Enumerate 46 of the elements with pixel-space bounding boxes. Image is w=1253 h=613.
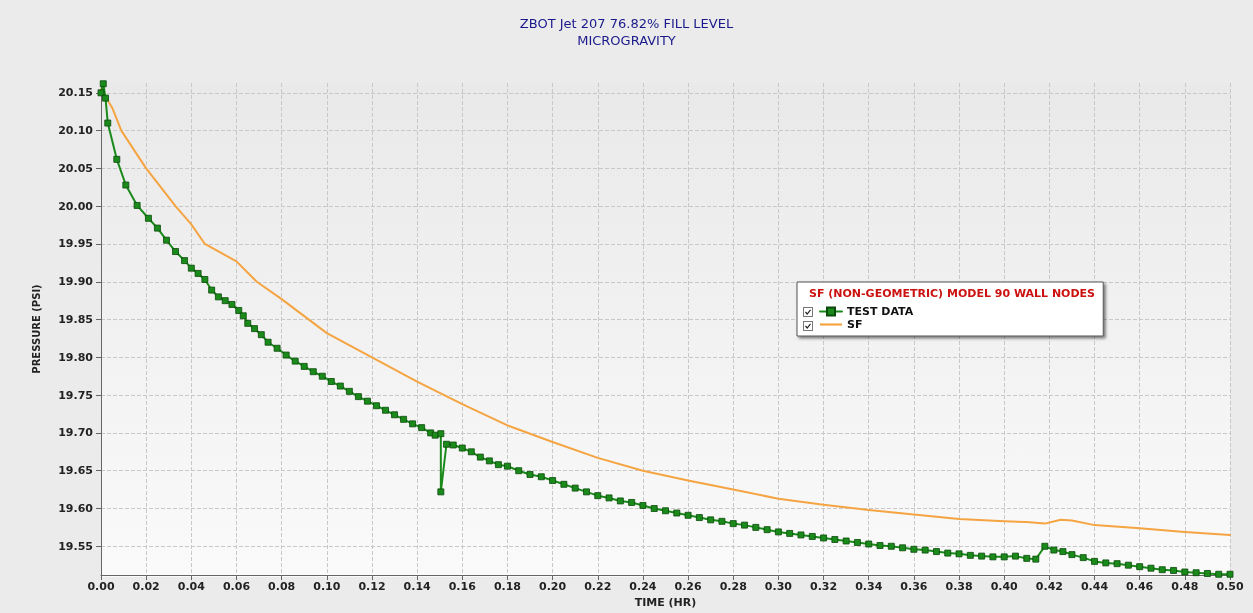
x-tick-label: 0.42 bbox=[1035, 580, 1063, 593]
x-tick-label: 0.34 bbox=[855, 580, 883, 593]
y-tick-label: 19.65 bbox=[58, 464, 93, 478]
x-tick-label: 0.00 bbox=[87, 580, 115, 593]
legend-label: TEST DATA bbox=[847, 305, 914, 318]
x-tick-label: 0.02 bbox=[132, 580, 160, 593]
x-tick-label: 0.12 bbox=[358, 580, 386, 593]
y-tick-label: 19.70 bbox=[58, 426, 94, 440]
x-tick-label: 0.28 bbox=[719, 580, 747, 593]
chart-title: ZBOT Jet 207 76.82% FILL LEVEL bbox=[519, 16, 734, 31]
x-tick-label: 0.20 bbox=[539, 580, 567, 593]
x-tick-label: 0.14 bbox=[403, 580, 432, 593]
x-tick-label: 0.18 bbox=[493, 580, 522, 593]
y-axis-title: PRESSURE (PSI) bbox=[30, 284, 42, 374]
x-tick-label: 0.36 bbox=[900, 580, 928, 593]
x-tick-label: 0.44 bbox=[1080, 580, 1109, 593]
legend-label: SF bbox=[847, 318, 863, 331]
x-tick-label: 0.16 bbox=[448, 580, 477, 593]
y-tick-label: 19.75 bbox=[58, 388, 93, 402]
y-tick-label: 19.85 bbox=[58, 313, 93, 327]
y-tick-label: 19.95 bbox=[58, 237, 93, 251]
x-tick-label: 0.24 bbox=[629, 580, 657, 593]
x-tick-label: 0.32 bbox=[809, 580, 838, 593]
y-tick-label: 19.60 bbox=[58, 501, 94, 515]
y-tick-label: 20.15 bbox=[58, 86, 93, 100]
x-tick-label: 0.22 bbox=[584, 580, 612, 593]
legend-title: SF (NON-GEOMETRIC) MODEL 90 WALL NODES bbox=[809, 287, 1096, 300]
y-tick-label: 20.05 bbox=[58, 161, 93, 175]
chart-subtitle: MICROGRAVITY bbox=[577, 33, 676, 48]
x-tick-label: 0.38 bbox=[945, 580, 973, 593]
x-tick-label: 0.10 bbox=[313, 580, 341, 593]
y-tick-label: 20.00 bbox=[58, 199, 94, 213]
y-tick-label: 19.55 bbox=[58, 539, 93, 553]
x-axis-title: TIME (HR) bbox=[634, 596, 697, 609]
x-tick-label: 0.50 bbox=[1216, 580, 1244, 593]
x-tick-label: 0.04 bbox=[177, 580, 206, 593]
x-tick-label: 0.30 bbox=[764, 580, 793, 593]
y-tick-label: 20.10 bbox=[58, 124, 94, 138]
x-tick-label: 0.46 bbox=[1126, 580, 1154, 593]
y-tick-label: 19.80 bbox=[58, 350, 94, 364]
y-tick-label: 19.90 bbox=[58, 275, 94, 289]
x-tick-label: 0.08 bbox=[268, 580, 296, 593]
x-tick-label: 0.40 bbox=[990, 580, 1019, 593]
x-tick-label: 0.06 bbox=[222, 580, 251, 593]
x-tick-label: 0.26 bbox=[674, 580, 702, 593]
x-tick-label: 0.48 bbox=[1171, 580, 1199, 593]
